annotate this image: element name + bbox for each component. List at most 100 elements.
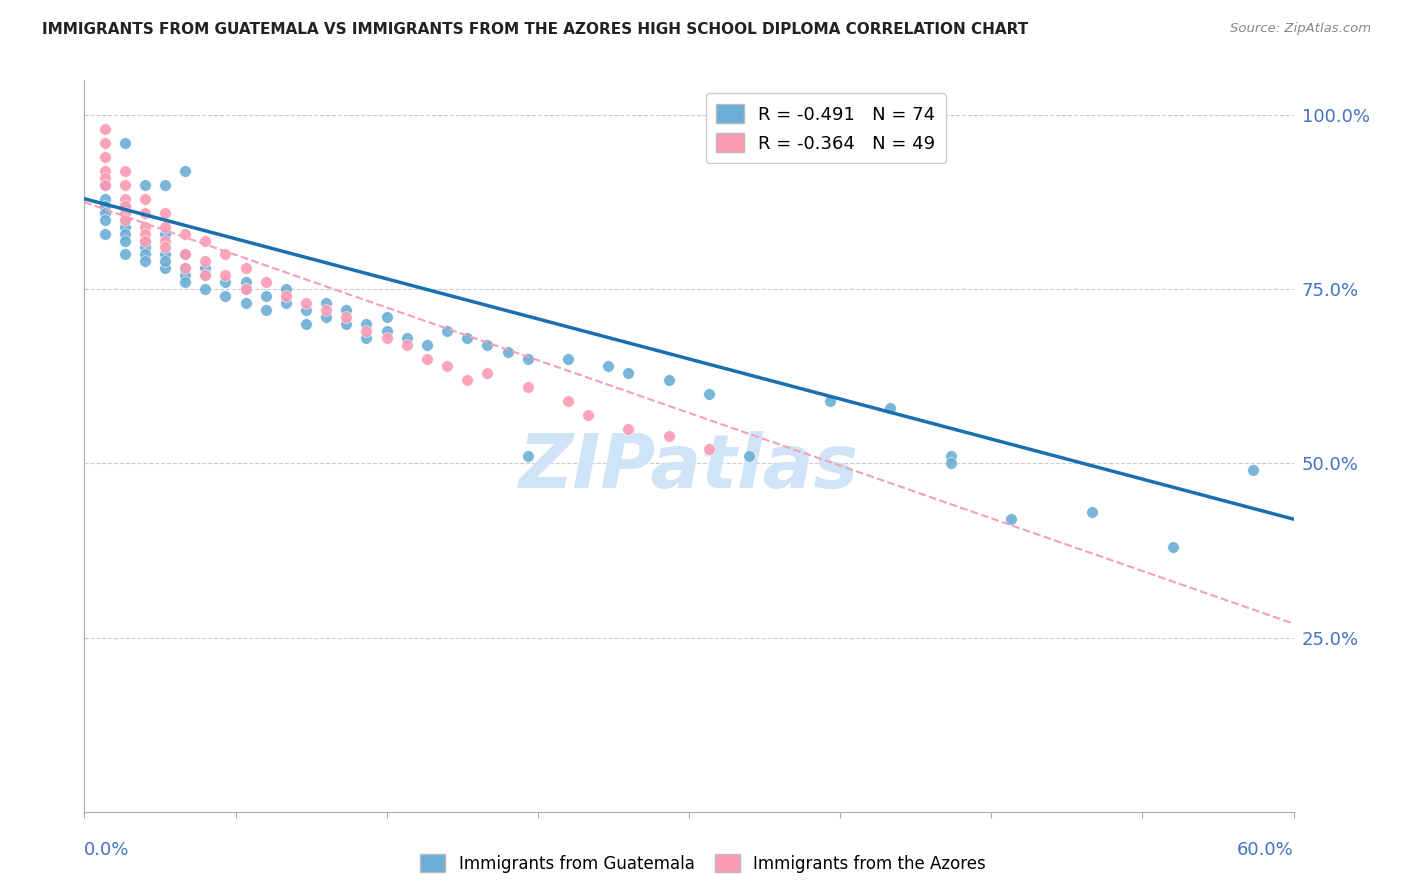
Point <box>114 234 136 248</box>
Point <box>174 268 197 283</box>
Point <box>114 192 136 206</box>
Point <box>617 421 640 435</box>
Point <box>779 108 801 122</box>
Point <box>174 275 197 289</box>
Point <box>274 289 297 303</box>
Point <box>114 212 136 227</box>
Point <box>235 282 257 296</box>
Point <box>395 331 418 345</box>
Point <box>153 219 176 234</box>
Point <box>315 310 337 325</box>
Point <box>436 359 458 373</box>
Point <box>134 240 156 254</box>
Point <box>516 450 538 464</box>
Text: 0.0%: 0.0% <box>84 841 129 859</box>
Point <box>174 227 197 241</box>
Point <box>93 150 115 164</box>
Point <box>134 192 156 206</box>
Point <box>114 199 136 213</box>
Point <box>114 136 136 150</box>
Point <box>93 178 115 192</box>
Point <box>93 136 115 150</box>
Point <box>879 401 901 415</box>
Point <box>557 393 579 408</box>
Point <box>1241 463 1264 477</box>
Point <box>274 282 297 296</box>
Point <box>153 261 176 276</box>
Point <box>658 428 681 442</box>
Point <box>194 282 217 296</box>
Point <box>235 296 257 310</box>
Point <box>416 338 439 352</box>
Point <box>295 303 318 318</box>
Point <box>194 268 217 283</box>
Point <box>214 289 236 303</box>
Point <box>134 254 156 268</box>
Point <box>315 303 337 318</box>
Point <box>456 373 478 387</box>
Point <box>114 205 136 219</box>
Point <box>395 338 418 352</box>
Point <box>516 380 538 394</box>
Point <box>93 192 115 206</box>
Point <box>114 212 136 227</box>
Point <box>114 178 136 192</box>
Point <box>134 227 156 241</box>
Point <box>697 386 720 401</box>
Text: 60.0%: 60.0% <box>1237 841 1294 859</box>
Point <box>134 247 156 261</box>
Point <box>1161 540 1184 554</box>
Point <box>153 234 176 248</box>
Point <box>375 310 398 325</box>
Point <box>557 351 579 366</box>
Point <box>174 261 197 276</box>
Point <box>153 227 176 241</box>
Point <box>93 178 115 192</box>
Point <box>153 178 176 192</box>
Point <box>153 205 176 219</box>
Point <box>335 303 357 318</box>
Point <box>697 442 720 457</box>
Point <box>214 247 236 261</box>
Point <box>93 199 115 213</box>
Point <box>153 240 176 254</box>
Point <box>93 164 115 178</box>
Point <box>153 247 176 261</box>
Point <box>93 205 115 219</box>
Point <box>335 317 357 331</box>
Point <box>93 227 115 241</box>
Point <box>93 212 115 227</box>
Point <box>254 289 277 303</box>
Point <box>214 268 236 283</box>
Point <box>214 275 236 289</box>
Legend: Immigrants from Guatemala, Immigrants from the Azores: Immigrants from Guatemala, Immigrants fr… <box>413 847 993 880</box>
Point <box>235 282 257 296</box>
Point <box>477 366 499 380</box>
Text: IMMIGRANTS FROM GUATEMALA VS IMMIGRANTS FROM THE AZORES HIGH SCHOOL DIPLOMA CORR: IMMIGRANTS FROM GUATEMALA VS IMMIGRANTS … <box>42 22 1028 37</box>
Point <box>335 310 357 325</box>
Point <box>738 450 761 464</box>
Point <box>456 331 478 345</box>
Point <box>939 457 962 471</box>
Point <box>254 275 277 289</box>
Point <box>114 227 136 241</box>
Point <box>114 219 136 234</box>
Point <box>254 303 277 318</box>
Point <box>93 170 115 185</box>
Point <box>295 317 318 331</box>
Point <box>134 234 156 248</box>
Point <box>356 331 378 345</box>
Text: ZIPatlas: ZIPatlas <box>519 432 859 505</box>
Point <box>658 373 681 387</box>
Point <box>375 324 398 338</box>
Point <box>194 268 217 283</box>
Point <box>274 296 297 310</box>
Point <box>114 164 136 178</box>
Point <box>416 351 439 366</box>
Point <box>194 234 217 248</box>
Point <box>315 296 337 310</box>
Point <box>516 351 538 366</box>
Point <box>174 247 197 261</box>
Point <box>114 199 136 213</box>
Point <box>153 254 176 268</box>
